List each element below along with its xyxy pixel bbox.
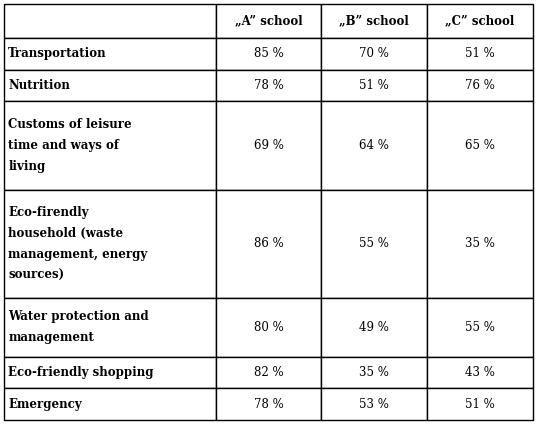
Text: 80 %: 80 %: [253, 321, 284, 334]
Bar: [427, 357, 533, 388]
Bar: [322, 101, 427, 190]
Text: 76 %: 76 %: [465, 79, 495, 92]
Bar: [322, 4, 427, 38]
Bar: [322, 357, 427, 388]
Text: 78 %: 78 %: [253, 398, 284, 410]
Text: Transportation: Transportation: [8, 47, 107, 60]
Text: 35 %: 35 %: [465, 237, 495, 250]
Text: Eco-friendly shopping: Eco-friendly shopping: [8, 366, 154, 379]
Bar: [4, 70, 215, 101]
Text: 51 %: 51 %: [465, 398, 495, 410]
Text: 49 %: 49 %: [359, 321, 389, 334]
Bar: [215, 298, 322, 357]
Bar: [215, 388, 322, 420]
Text: 64 %: 64 %: [359, 139, 389, 152]
Text: „C” school: „C” school: [446, 14, 515, 28]
Bar: [427, 70, 533, 101]
Text: 43 %: 43 %: [465, 366, 495, 379]
Bar: [322, 388, 427, 420]
Text: 51 %: 51 %: [465, 47, 495, 60]
Text: 70 %: 70 %: [359, 47, 389, 60]
Bar: [322, 70, 427, 101]
Text: Emergency: Emergency: [8, 398, 82, 410]
Text: 85 %: 85 %: [253, 47, 284, 60]
Text: „B” school: „B” school: [339, 14, 409, 28]
Text: Nutrition: Nutrition: [8, 79, 70, 92]
Bar: [4, 38, 215, 70]
Text: Customs of leisure
time and ways of
living: Customs of leisure time and ways of livi…: [8, 118, 132, 173]
Text: Water protection and
management: Water protection and management: [8, 310, 149, 344]
Bar: [427, 4, 533, 38]
Bar: [4, 298, 215, 357]
Text: 53 %: 53 %: [359, 398, 389, 410]
Text: 35 %: 35 %: [359, 366, 389, 379]
Bar: [427, 388, 533, 420]
Bar: [427, 190, 533, 298]
Bar: [4, 357, 215, 388]
Text: 78 %: 78 %: [253, 79, 284, 92]
Text: 65 %: 65 %: [465, 139, 495, 152]
Text: 86 %: 86 %: [253, 237, 284, 250]
Text: Eco-firendly
household (waste
management, energy
sources): Eco-firendly household (waste management…: [8, 206, 148, 282]
Bar: [215, 101, 322, 190]
Bar: [427, 298, 533, 357]
Bar: [4, 101, 215, 190]
Bar: [215, 357, 322, 388]
Text: 69 %: 69 %: [253, 139, 284, 152]
Bar: [4, 4, 215, 38]
Text: „A” school: „A” school: [235, 14, 302, 28]
Bar: [215, 70, 322, 101]
Bar: [215, 4, 322, 38]
Bar: [215, 190, 322, 298]
Text: 82 %: 82 %: [253, 366, 284, 379]
Bar: [427, 101, 533, 190]
Bar: [322, 190, 427, 298]
Bar: [322, 38, 427, 70]
Text: 55 %: 55 %: [465, 321, 495, 334]
Bar: [427, 38, 533, 70]
Text: 55 %: 55 %: [359, 237, 389, 250]
Text: 51 %: 51 %: [359, 79, 389, 92]
Bar: [4, 388, 215, 420]
Bar: [215, 38, 322, 70]
Bar: [322, 298, 427, 357]
Bar: [4, 190, 215, 298]
